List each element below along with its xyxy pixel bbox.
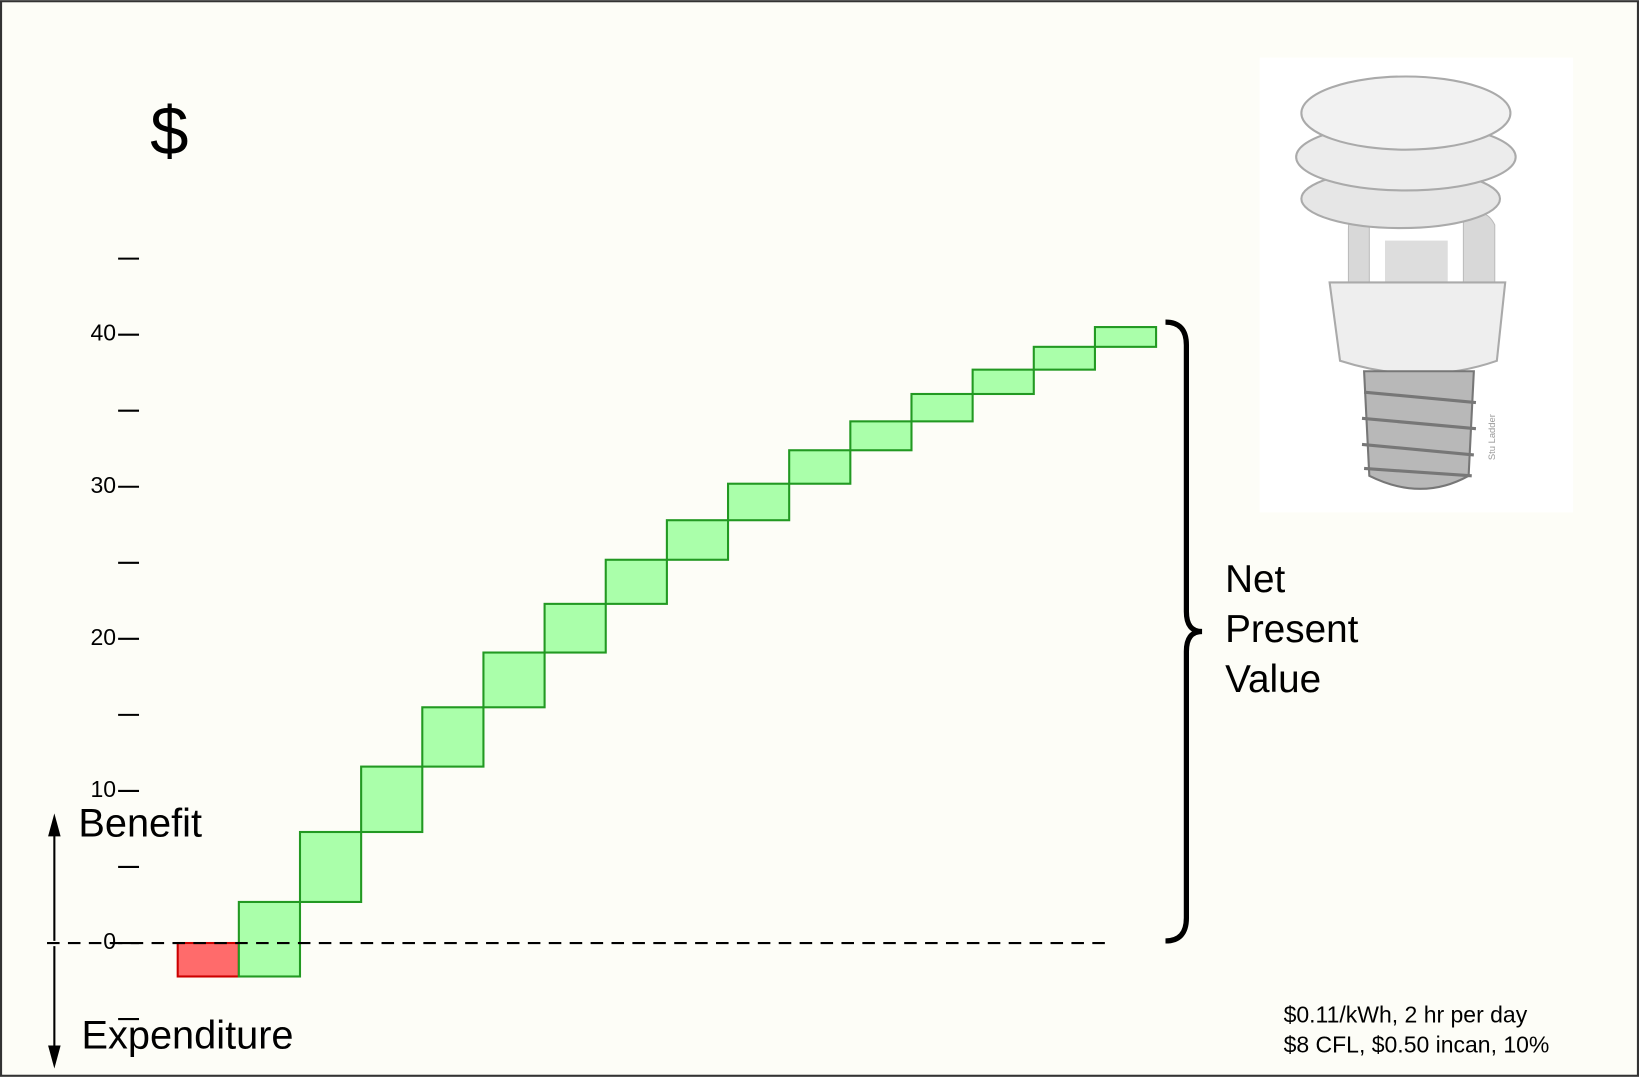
bar [667, 520, 728, 560]
y-tick-label: 20 [90, 624, 116, 650]
y-tick-label: 40 [90, 320, 116, 346]
image-credit: Stu Ladder [1486, 414, 1497, 460]
bar [300, 832, 361, 902]
chart: $ Benefit Expenditure Net Present Value … [0, 0, 1639, 1077]
y-axis-label: $ [150, 92, 188, 169]
bar [973, 370, 1034, 394]
bar [606, 560, 667, 604]
bulb-image: Stu Ladder [1260, 58, 1574, 513]
benefit-label: Benefit [78, 801, 202, 845]
annotation-box: Net Present Value [1225, 554, 1434, 721]
bar [545, 604, 606, 653]
bar [178, 943, 239, 976]
bar [361, 767, 422, 832]
page: {"chart_data": { "type": "waterfall", "y… [0, 0, 1639, 1077]
bar [911, 394, 972, 421]
bar [850, 421, 911, 450]
bar [422, 707, 483, 766]
y-tick-label: 0 [103, 928, 116, 954]
bar [483, 653, 544, 708]
expenditure-label: Expenditure [82, 1014, 294, 1058]
note: $8 CFL, $0.50 incan, 10% [1284, 1032, 1550, 1058]
y-tick-label: 30 [90, 472, 116, 498]
y-tick-label: 10 [90, 776, 116, 802]
bar [1095, 327, 1156, 347]
bar [239, 902, 300, 977]
bar [1034, 347, 1095, 370]
annotation: Net Present Value [1225, 554, 1392, 705]
note: $0.11/kWh, 2 hr per day [1284, 1001, 1528, 1027]
bar [789, 450, 850, 483]
bar [728, 484, 789, 521]
